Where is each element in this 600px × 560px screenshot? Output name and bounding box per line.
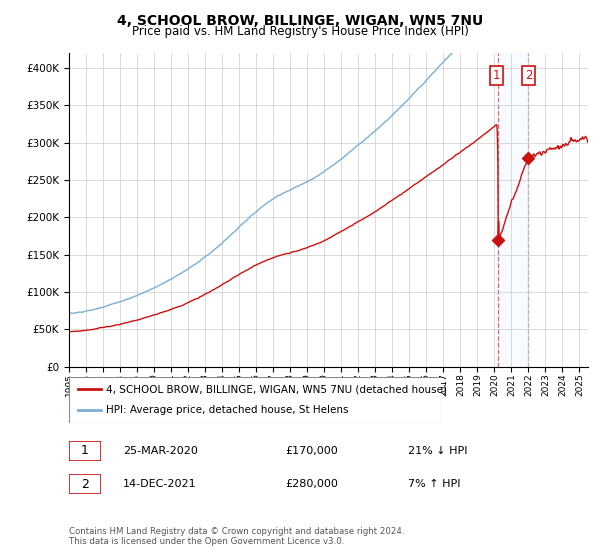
FancyBboxPatch shape	[69, 377, 441, 423]
Text: Contains HM Land Registry data © Crown copyright and database right 2024.
This d: Contains HM Land Registry data © Crown c…	[69, 526, 404, 546]
FancyBboxPatch shape	[69, 441, 101, 461]
Text: 4, SCHOOL BROW, BILLINGE, WIGAN, WN5 7NU: 4, SCHOOL BROW, BILLINGE, WIGAN, WN5 7NU	[117, 14, 483, 28]
Text: 21% ↓ HPI: 21% ↓ HPI	[408, 446, 467, 456]
Text: 25-MAR-2020: 25-MAR-2020	[123, 446, 198, 456]
Text: 1: 1	[493, 69, 500, 82]
Text: Price paid vs. HM Land Registry's House Price Index (HPI): Price paid vs. HM Land Registry's House …	[131, 25, 469, 38]
Text: 7% ↑ HPI: 7% ↑ HPI	[408, 479, 461, 489]
Bar	[499, 53, 527, 367]
Text: 2: 2	[81, 478, 89, 491]
Text: £280,000: £280,000	[285, 479, 338, 489]
Text: 4, SCHOOL BROW, BILLINGE, WIGAN, WN5 7NU (detached house): 4, SCHOOL BROW, BILLINGE, WIGAN, WN5 7NU…	[106, 384, 447, 394]
Text: £170,000: £170,000	[285, 446, 338, 456]
Text: HPI: Average price, detached house, St Helens: HPI: Average price, detached house, St H…	[106, 405, 349, 416]
Text: 1: 1	[81, 444, 89, 458]
FancyBboxPatch shape	[69, 474, 101, 494]
Text: 14-DEC-2021: 14-DEC-2021	[123, 479, 197, 489]
Text: 2: 2	[524, 69, 532, 82]
